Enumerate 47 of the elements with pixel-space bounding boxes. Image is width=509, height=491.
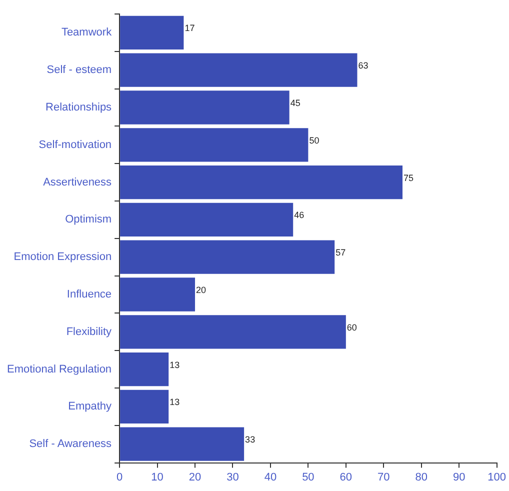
x-tick-label: 90 [452,471,466,484]
bar [120,202,294,237]
data-label: 60 [346,322,357,332]
x-tick-label: 70 [378,471,390,484]
bar [120,90,290,124]
data-label: 17 [184,23,195,34]
x-tick-label: 10 [151,471,164,484]
data-label: 63 [358,60,368,71]
y-tick-label: Self - esteem [46,64,112,76]
y-tick-label: Teamwork [61,26,112,39]
y-tick-label: Emotional Regulation [6,363,112,376]
x-tick-label: 0 [116,471,123,484]
x-tick-label: 100 [488,471,506,484]
bar [120,128,308,162]
data-label: 13 [170,397,180,408]
y-tick-label: Influence [66,288,112,301]
bar [120,16,184,50]
y-tick-label: Assertiveness [43,176,112,188]
bar [120,390,169,424]
data-label: 33 [245,434,256,445]
bar [120,352,169,386]
y-tick-label: Self - Awareness [29,438,112,450]
y-tick-label: Emotion Expression [14,251,112,264]
bar [120,53,358,87]
y-tick-label: Flexibility [66,326,112,338]
data-label: 20 [196,284,206,295]
data-label: 13 [170,360,180,370]
data-label: 57 [336,248,346,258]
x-tick-label: 80 [415,471,428,484]
x-tick-label: 30 [226,471,239,484]
y-tick-label: Self-motivation [38,138,112,151]
y-tick-label: Optimism [65,214,112,226]
bar [120,427,244,461]
data-label: 50 [309,135,320,146]
bar [120,315,346,349]
data-label: 45 [290,98,300,108]
bar [120,278,196,312]
x-tick-label: 50 [302,471,314,484]
bar [120,165,403,200]
x-tick-label: 20 [188,471,202,484]
y-tick-label: Empathy [68,400,112,413]
y-tick-label: Relationships [46,102,112,114]
x-tick-label: 40 [264,471,277,484]
x-tick-label: 60 [340,471,352,484]
data-label: 46 [294,210,304,220]
bar [120,240,335,274]
data-label: 75 [404,172,414,183]
